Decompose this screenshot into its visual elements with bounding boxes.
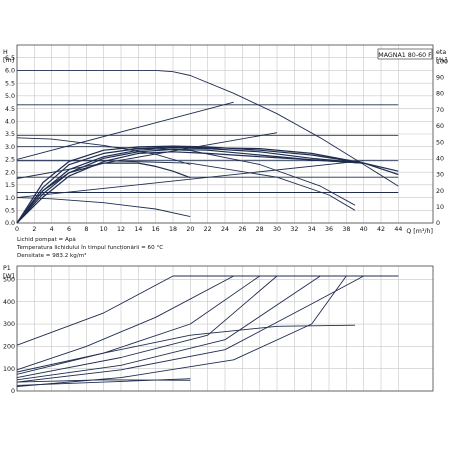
head-efficiency-chart: 0 2 4 6 8 10 12 14 16 18 20 22 24 26 28 30 32 34 36 38 40 42 4…	[3, 44, 448, 259]
y2-tick-label: 10	[436, 204, 444, 211]
x-tick-label: 30	[273, 226, 281, 233]
x-tick-label: 8	[84, 226, 88, 233]
x-tick-label: 38	[342, 226, 350, 233]
x-axis-label: Q [m³/h]	[406, 228, 433, 235]
x-tick-label: 34	[308, 226, 316, 233]
y-axis-unit: [m]	[3, 57, 14, 64]
x-tick-label: 18	[169, 226, 177, 233]
head-curve	[17, 69, 399, 187]
power-curve	[16, 275, 399, 379]
y2-tick-label: 90	[436, 75, 444, 82]
x-tick-label: 32	[290, 226, 298, 233]
note-line: Densitate = 983.2 kg/m³	[17, 252, 86, 259]
head-curve	[16, 132, 278, 179]
y2-tick-label: 80	[436, 91, 444, 98]
y-tick-label: 400	[3, 299, 15, 306]
plot-frame	[16, 265, 434, 392]
y-tick-label: 300	[3, 321, 15, 328]
y-tick-label: 4.5	[5, 106, 15, 113]
x-tick-label: 4	[50, 226, 54, 233]
x-tick-label: 24	[221, 226, 229, 233]
x-tick-label: 42	[377, 226, 385, 233]
x-tick-label: 28	[256, 226, 264, 233]
y-tick-label: 1.0	[5, 195, 15, 202]
y-tick-label: 500	[3, 277, 15, 284]
y-tick-label: 3.5	[5, 131, 15, 138]
y2-tick-label: 50	[436, 139, 444, 146]
x-tick-label: 10	[100, 226, 108, 233]
y-tick-label: 5.0	[5, 93, 15, 100]
note-line: Lichid pompat = Apă	[17, 237, 76, 243]
efficiency-curve	[16, 147, 364, 224]
y2-tick-label: 100	[436, 58, 448, 65]
y2-tick-label: 40	[436, 155, 444, 162]
x-tick-label: 6	[67, 226, 71, 233]
x-tick-label: 44	[394, 226, 402, 233]
x-tick-label: 20	[186, 226, 194, 233]
y-axis-label: P1	[3, 265, 11, 272]
y2-axis-label: eta	[436, 49, 446, 56]
y-tick-label: 200	[3, 344, 15, 351]
efficiency-curve	[16, 146, 399, 224]
y-axis-unit: [W]	[3, 273, 14, 280]
y-tick-label: 2.5	[5, 157, 15, 164]
x-tick-label: 40	[360, 226, 368, 233]
efficiency-curve	[16, 151, 364, 224]
y-tick-label: 0.5	[5, 207, 15, 214]
y2-tick-label: 60	[436, 123, 444, 130]
y2-axis-unit: [%]	[436, 57, 447, 64]
y-tick-label: 1.5	[5, 182, 15, 189]
y-tick-label: 100	[3, 366, 15, 373]
power-curve	[16, 324, 356, 373]
head-curve	[17, 160, 356, 211]
y-tick-label: 2.0	[5, 169, 15, 176]
y2-tick-label: 70	[436, 107, 444, 114]
y-axis-label: H	[3, 49, 8, 56]
y-tick-label: 6.0	[5, 68, 15, 75]
y2-tick-label: 30	[436, 172, 444, 179]
head-curve	[17, 146, 356, 206]
x-tick-label: 12	[117, 226, 125, 233]
x-tick-label: 26	[238, 226, 246, 233]
head-curve	[16, 160, 364, 199]
x-tick-label: 22	[204, 226, 212, 233]
chart-title: MAGNA1 80-60 F	[378, 52, 432, 59]
y-tick-label: 3.0	[5, 144, 15, 151]
head-curve	[16, 137, 191, 165]
efficiency-curve	[16, 162, 191, 224]
y-tick-label: 0.0	[5, 220, 15, 227]
efficiency-curve	[16, 145, 399, 224]
power-chart: 0 100 200 300 400 500 P1[W]	[3, 265, 434, 395]
y2-tick-label: 0	[436, 220, 440, 227]
plot-frame	[16, 44, 434, 224]
x-tick-label: 16	[152, 226, 160, 233]
head-curve	[16, 197, 191, 218]
head-curve	[16, 101, 234, 160]
power-curve	[16, 379, 191, 383]
note-line: Temperatura lichidului în timpul funcțio…	[16, 244, 163, 251]
title-box	[377, 48, 433, 60]
x-tick-label: 2	[32, 226, 36, 233]
y-tick-label: 6.5	[5, 55, 15, 62]
y2-tick-label: 20	[436, 188, 444, 195]
x-tick-label: 14	[134, 226, 142, 233]
y-tick-label: 5.5	[5, 80, 15, 87]
y-tick-label: 4.0	[5, 118, 15, 125]
power-curve	[16, 275, 399, 387]
y-tick-label: 0	[11, 388, 15, 395]
efficiency-curve	[16, 148, 364, 224]
x-tick-label: 36	[325, 226, 333, 233]
x-tick-label: 0	[15, 226, 19, 233]
